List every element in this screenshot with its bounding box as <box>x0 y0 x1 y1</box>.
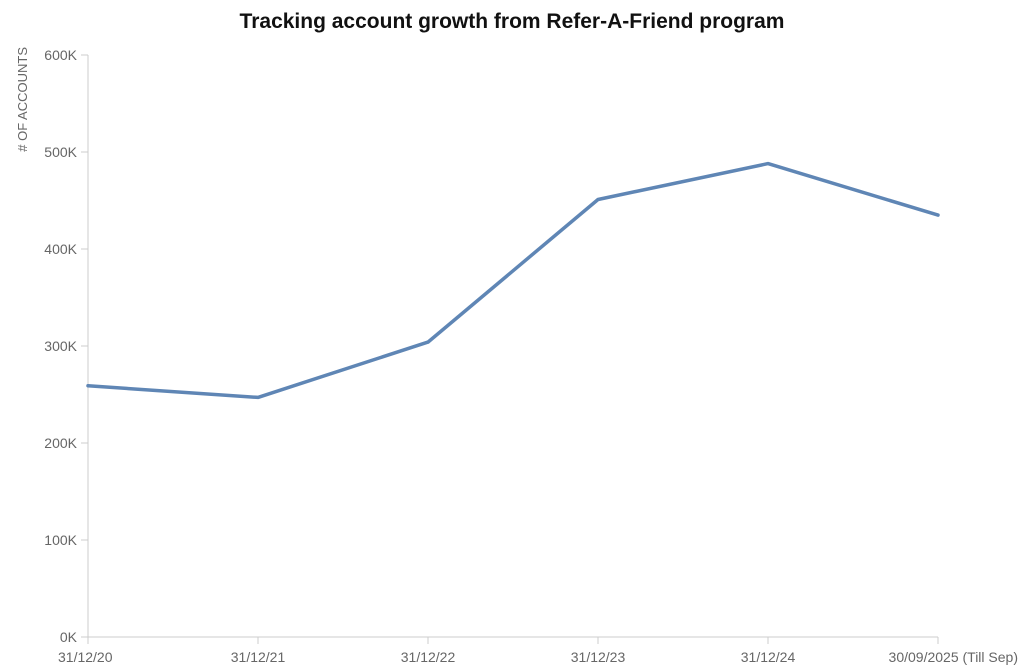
y-tick-label: 600K <box>44 47 77 63</box>
x-axis: 31/12/20 31/12/21 31/12/22 31/12/23 31/12/24… <box>58 636 1018 665</box>
x-tick-label: 31/12/21 <box>231 649 286 665</box>
y-tick-label: 400K <box>44 241 77 257</box>
series-group <box>86 161 940 400</box>
chart-title: Tracking account growth from Refer-A-Fri… <box>239 10 785 33</box>
data-point <box>86 384 90 388</box>
data-point <box>426 340 430 344</box>
x-tick-label: 31/12/23 <box>571 649 626 665</box>
y-axis-title: # OF ACCOUNTS <box>15 47 30 152</box>
y-axis: 0K 100K 200K 300K 400K 500K 600K <box>44 47 89 645</box>
x-tick-label: 30/09/2025 (Till Sep) <box>889 649 1018 665</box>
series-line <box>86 161 940 400</box>
data-point <box>936 213 940 217</box>
y-tick-label: 100K <box>44 532 77 548</box>
data-point <box>596 198 600 202</box>
y-tick-label: 300K <box>44 338 77 354</box>
y-tick-label: 500K <box>44 144 77 160</box>
x-tick-label: 31/12/22 <box>401 649 456 665</box>
y-tick-label: 0K <box>60 629 78 645</box>
y-tick-label: 200K <box>44 435 77 451</box>
x-tick-label: 31/12/24 <box>741 649 796 665</box>
data-point <box>766 162 770 166</box>
data-point <box>256 395 260 399</box>
x-tick-label: 31/12/20 <box>58 649 113 665</box>
